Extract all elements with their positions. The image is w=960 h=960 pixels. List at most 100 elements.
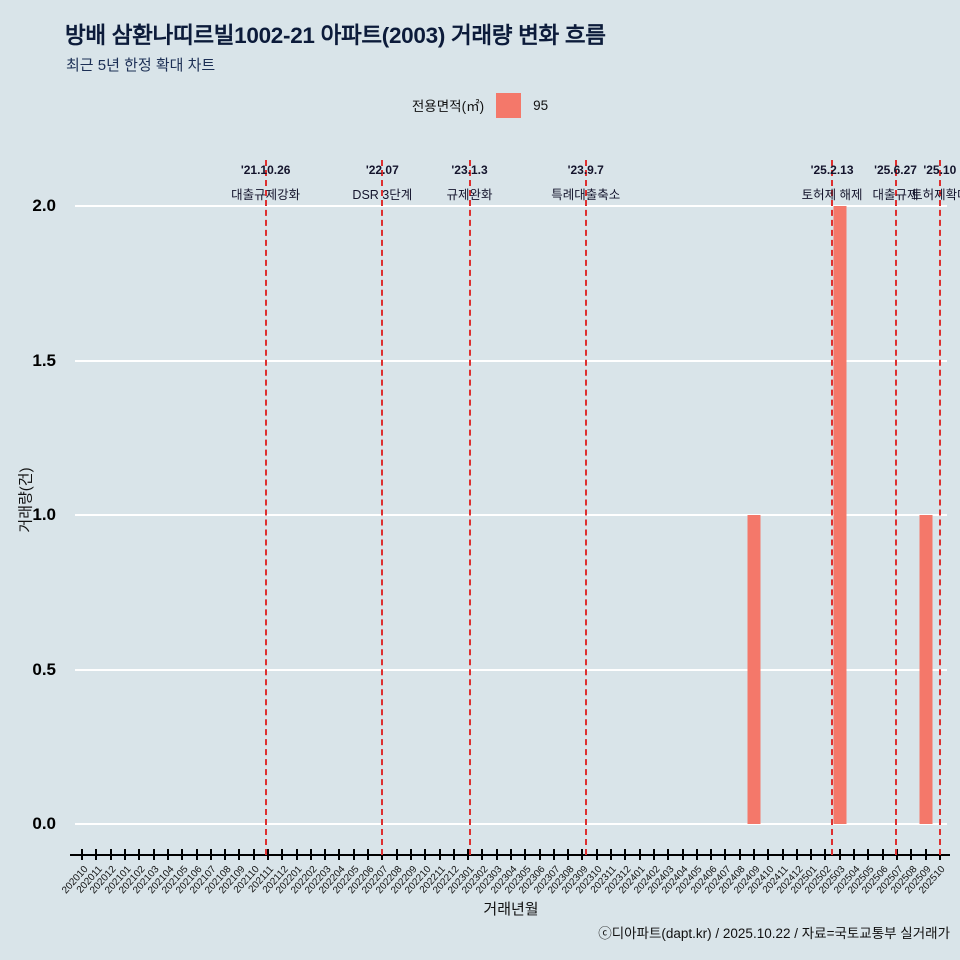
annotation: '23.1.3 규제완화 <box>447 163 493 203</box>
gridline <box>75 359 947 362</box>
x-tick <box>567 849 570 860</box>
x-tick <box>352 849 355 860</box>
x-tick <box>595 849 598 860</box>
x-tick <box>524 849 527 860</box>
x-tick <box>781 849 784 860</box>
annotation-date: '22.07 <box>365 163 399 177</box>
x-tick <box>724 849 727 860</box>
annotation-label: 토허제확대 <box>911 188 960 202</box>
x-tick <box>810 849 813 860</box>
x-tick <box>753 849 756 860</box>
x-tick <box>395 849 398 860</box>
x-tick <box>324 849 327 860</box>
annotation-date: '25.10 <box>923 163 957 177</box>
annotation-date: '21.10.26 <box>240 163 291 177</box>
x-tick <box>338 849 341 860</box>
x-tick <box>467 849 470 860</box>
x-tick <box>738 849 741 860</box>
x-tick <box>181 849 184 860</box>
annotation: '22.07 DSR 3단계 <box>352 163 412 203</box>
annotation-date: '23.1.3 <box>451 163 488 177</box>
y-tick-label: 1.5 <box>32 350 56 370</box>
legend: 전용면적(㎡) 95 <box>0 90 960 120</box>
x-tick <box>667 849 670 860</box>
x-tick <box>309 849 312 860</box>
x-axis-title: 거래년월 <box>483 901 539 918</box>
x-tick <box>452 849 455 860</box>
annotation-date: '25.6.27 <box>874 163 917 177</box>
x-tick <box>510 849 512 860</box>
footer-credit: ⓒ디아파트(dapt.kr) / 2025.10.22 / 자료=국토교통부 실… <box>598 926 950 941</box>
annotation-label: 대출규제 <box>872 188 919 202</box>
annotation-line <box>381 160 384 855</box>
x-tick <box>367 849 370 860</box>
x-tick <box>895 849 898 860</box>
annotation-label: 대출규제강화 <box>231 188 301 202</box>
annotation-label: 토허제 해제 <box>801 188 863 202</box>
x-tick <box>409 849 412 860</box>
x-tick <box>495 849 498 860</box>
annotation-line <box>468 160 471 855</box>
x-tick <box>81 849 84 860</box>
annotation-line <box>831 160 834 855</box>
x-tick <box>652 849 655 860</box>
annotation-label: DSR 3단계 <box>352 188 413 202</box>
x-tick <box>624 849 627 860</box>
x-tick <box>266 849 269 860</box>
annotation-line <box>264 160 267 855</box>
x-tick <box>438 849 441 860</box>
x-tick <box>824 849 827 860</box>
x-tick <box>867 849 870 860</box>
bar <box>747 515 761 825</box>
y-tick-label: 2.0 <box>32 196 56 216</box>
x-tick <box>924 849 927 860</box>
x-tick <box>295 849 298 860</box>
x-tick <box>767 849 770 860</box>
x-tick <box>638 849 641 860</box>
x-tick <box>581 849 584 860</box>
x-tick <box>695 849 698 860</box>
x-tick <box>538 849 541 860</box>
x-tick <box>195 849 198 860</box>
annotation-date: '23.9.7 <box>567 163 604 177</box>
annotation-line <box>584 160 587 855</box>
x-tick <box>838 849 841 860</box>
x-axis-ticks <box>75 849 947 860</box>
x-tick <box>795 849 798 860</box>
x-tick <box>238 849 241 860</box>
annotation: '25.6.27 대출규제 <box>873 163 919 203</box>
x-tick <box>95 849 98 860</box>
x-tick <box>853 849 856 860</box>
bar <box>919 515 933 825</box>
plot-area: '21.10.26 대출규제강화 '22.07 DSR 3단계 '23.1.3 규제완화 '… <box>75 160 960 855</box>
annotation-label: 규제완화 <box>446 188 493 202</box>
annotation: '23.9.7 특례대출축소 <box>551 163 620 203</box>
annotation-label: 특례대출축소 <box>551 188 621 202</box>
y-axis-labels: 0.0 0.5 1.0 1.5 2.0 <box>0 160 62 855</box>
chart-title: 방배 삼환나띠르빌1002-21 아파트(2003) 거래량 변화 흐름 <box>65 23 606 48</box>
gridline <box>75 514 947 517</box>
y-tick-label: 0.5 <box>32 659 56 679</box>
x-tick <box>209 849 212 860</box>
annotation: '25.10 토허제확대 <box>911 163 960 203</box>
y-tick-label: 0.0 <box>32 814 56 834</box>
gridline <box>75 668 947 671</box>
x-tick <box>166 849 169 860</box>
annotation: '21.10.26 대출규제강화 <box>231 163 300 203</box>
annotation-line <box>894 160 897 855</box>
x-tick <box>252 849 255 860</box>
annotation-line <box>938 160 941 855</box>
x-tick <box>710 849 713 860</box>
annotation-date: '25.2.13 <box>810 163 854 177</box>
chart-subtitle: 최근 5년 한정 확대 차트 <box>66 57 216 74</box>
x-tick <box>138 849 141 860</box>
annotation: '25.2.13 토허제 해제 <box>802 163 863 203</box>
x-tick <box>281 849 284 860</box>
legend-label: 전용면적(㎡) <box>411 99 485 114</box>
x-tick <box>610 849 613 860</box>
x-tick <box>552 849 555 860</box>
x-tick <box>681 849 684 860</box>
x-tick <box>910 849 913 860</box>
y-tick-label: 1.0 <box>32 505 56 525</box>
